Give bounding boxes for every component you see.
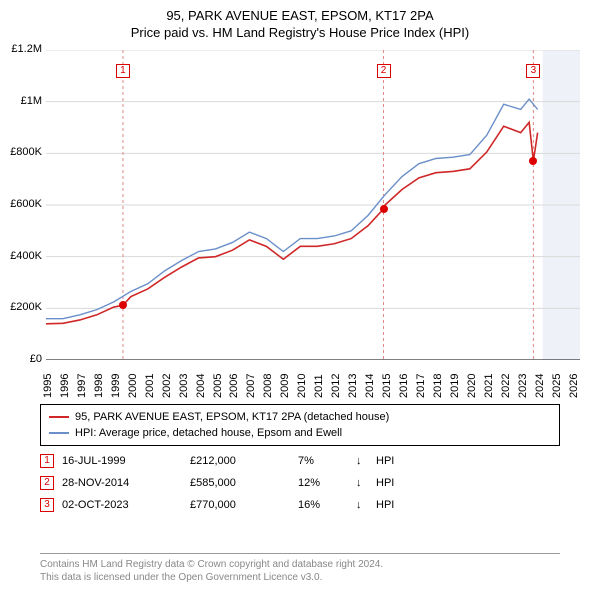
x-tick-label: 2007 [245, 374, 257, 398]
transaction-row-1: 1 16-JUL-1999 £212,000 7% ↓ HPI [40, 454, 560, 468]
x-tick-label: 2016 [398, 374, 410, 398]
y-tick-label: £1M [2, 95, 42, 107]
x-tick-label: 1998 [93, 374, 105, 398]
x-tick-label: 2019 [449, 374, 461, 398]
transaction-row-2: 2 28-NOV-2014 £585,000 12% ↓ HPI [40, 476, 560, 490]
transaction-price: £212,000 [190, 455, 290, 467]
chart-dot-3 [529, 157, 537, 165]
x-tick-label: 2023 [517, 374, 529, 398]
arrow-down-icon: ↓ [356, 499, 368, 511]
titles: 95, PARK AVENUE EAST, EPSOM, KT17 2PA Pr… [0, 0, 600, 40]
transaction-pct: 7% [298, 455, 348, 467]
y-tick-label: £600K [2, 198, 42, 210]
transaction-date: 16-JUL-1999 [62, 455, 182, 467]
x-tick-label: 2012 [330, 374, 342, 398]
arrow-down-icon: ↓ [356, 477, 368, 489]
transaction-price: £770,000 [190, 499, 290, 511]
legend-item: 95, PARK AVENUE EAST, EPSOM, KT17 2PA (d… [49, 409, 551, 425]
x-tick-label: 2010 [296, 374, 308, 398]
x-tick-label: 2024 [534, 374, 546, 398]
x-tick-label: 2022 [500, 374, 512, 398]
transaction-pct: 16% [298, 499, 348, 511]
y-tick-label: £200K [2, 301, 42, 313]
transaction-row-3: 3 02-OCT-2023 £770,000 16% ↓ HPI [40, 498, 560, 512]
legend-item: HPI: Average price, detached house, Epso… [49, 425, 551, 441]
transaction-marker: 1 [40, 454, 54, 468]
footer: Contains HM Land Registry data © Crown c… [40, 553, 560, 584]
x-tick-label: 2001 [144, 374, 156, 398]
x-tick-label: 2008 [262, 374, 274, 398]
transaction-marker: 3 [40, 498, 54, 512]
transaction-date: 28-NOV-2014 [62, 477, 182, 489]
x-tick-label: 2014 [364, 374, 376, 398]
x-tick-label: 2026 [568, 374, 580, 398]
transaction-vs: HPI [376, 499, 416, 511]
x-tick-label: 1999 [110, 374, 122, 398]
transaction-vs: HPI [376, 477, 416, 489]
x-tick-label: 2004 [195, 374, 207, 398]
x-tick-label: 2005 [212, 374, 224, 398]
container: 95, PARK AVENUE EAST, EPSOM, KT17 2PA Pr… [0, 0, 600, 590]
transaction-pct: 12% [298, 477, 348, 489]
transaction-marker: 2 [40, 476, 54, 490]
legend-label: HPI: Average price, detached house, Epso… [75, 427, 342, 439]
x-tick-label: 1996 [59, 374, 71, 398]
transaction-price: £585,000 [190, 477, 290, 489]
x-tick-label: 2009 [279, 374, 291, 398]
x-tick-label: 2021 [483, 374, 495, 398]
chart-dot-1 [119, 301, 127, 309]
x-tick-label: 2017 [415, 374, 427, 398]
x-tick-label: 2006 [228, 374, 240, 398]
chart-plot-area [46, 50, 580, 360]
chart-marker-1: 1 [116, 64, 130, 78]
y-tick-label: £1.2M [2, 43, 42, 55]
x-tick-label: 2020 [466, 374, 478, 398]
transaction-vs: HPI [376, 455, 416, 467]
transaction-date: 02-OCT-2023 [62, 499, 182, 511]
y-tick-label: £800K [2, 146, 42, 158]
legend-swatch [49, 432, 69, 434]
footer-line2: This data is licensed under the Open Gov… [40, 571, 560, 584]
legend-swatch [49, 416, 69, 418]
x-tick-label: 2000 [127, 374, 139, 398]
legend: 95, PARK AVENUE EAST, EPSOM, KT17 2PA (d… [40, 404, 560, 446]
chart-title-subtitle: Price paid vs. HM Land Registry's House … [0, 25, 600, 40]
chart-marker-2: 2 [377, 64, 391, 78]
x-tick-label: 2002 [161, 374, 173, 398]
x-tick-label: 2025 [551, 374, 563, 398]
y-tick-label: £400K [2, 250, 42, 262]
footer-line1: Contains HM Land Registry data © Crown c… [40, 558, 560, 571]
x-tick-label: 2003 [178, 374, 190, 398]
x-tick-label: 2013 [347, 374, 359, 398]
x-tick-label: 1995 [42, 374, 54, 398]
x-tick-label: 2015 [381, 374, 393, 398]
x-tick-label: 2018 [432, 374, 444, 398]
chart-title-address: 95, PARK AVENUE EAST, EPSOM, KT17 2PA [0, 8, 600, 23]
y-tick-label: £0 [2, 353, 42, 365]
arrow-down-icon: ↓ [356, 455, 368, 467]
x-tick-label: 1997 [76, 374, 88, 398]
chart-marker-3: 3 [526, 64, 540, 78]
chart-dot-2 [380, 205, 388, 213]
legend-label: 95, PARK AVENUE EAST, EPSOM, KT17 2PA (d… [75, 411, 389, 423]
x-tick-label: 2011 [313, 374, 325, 398]
